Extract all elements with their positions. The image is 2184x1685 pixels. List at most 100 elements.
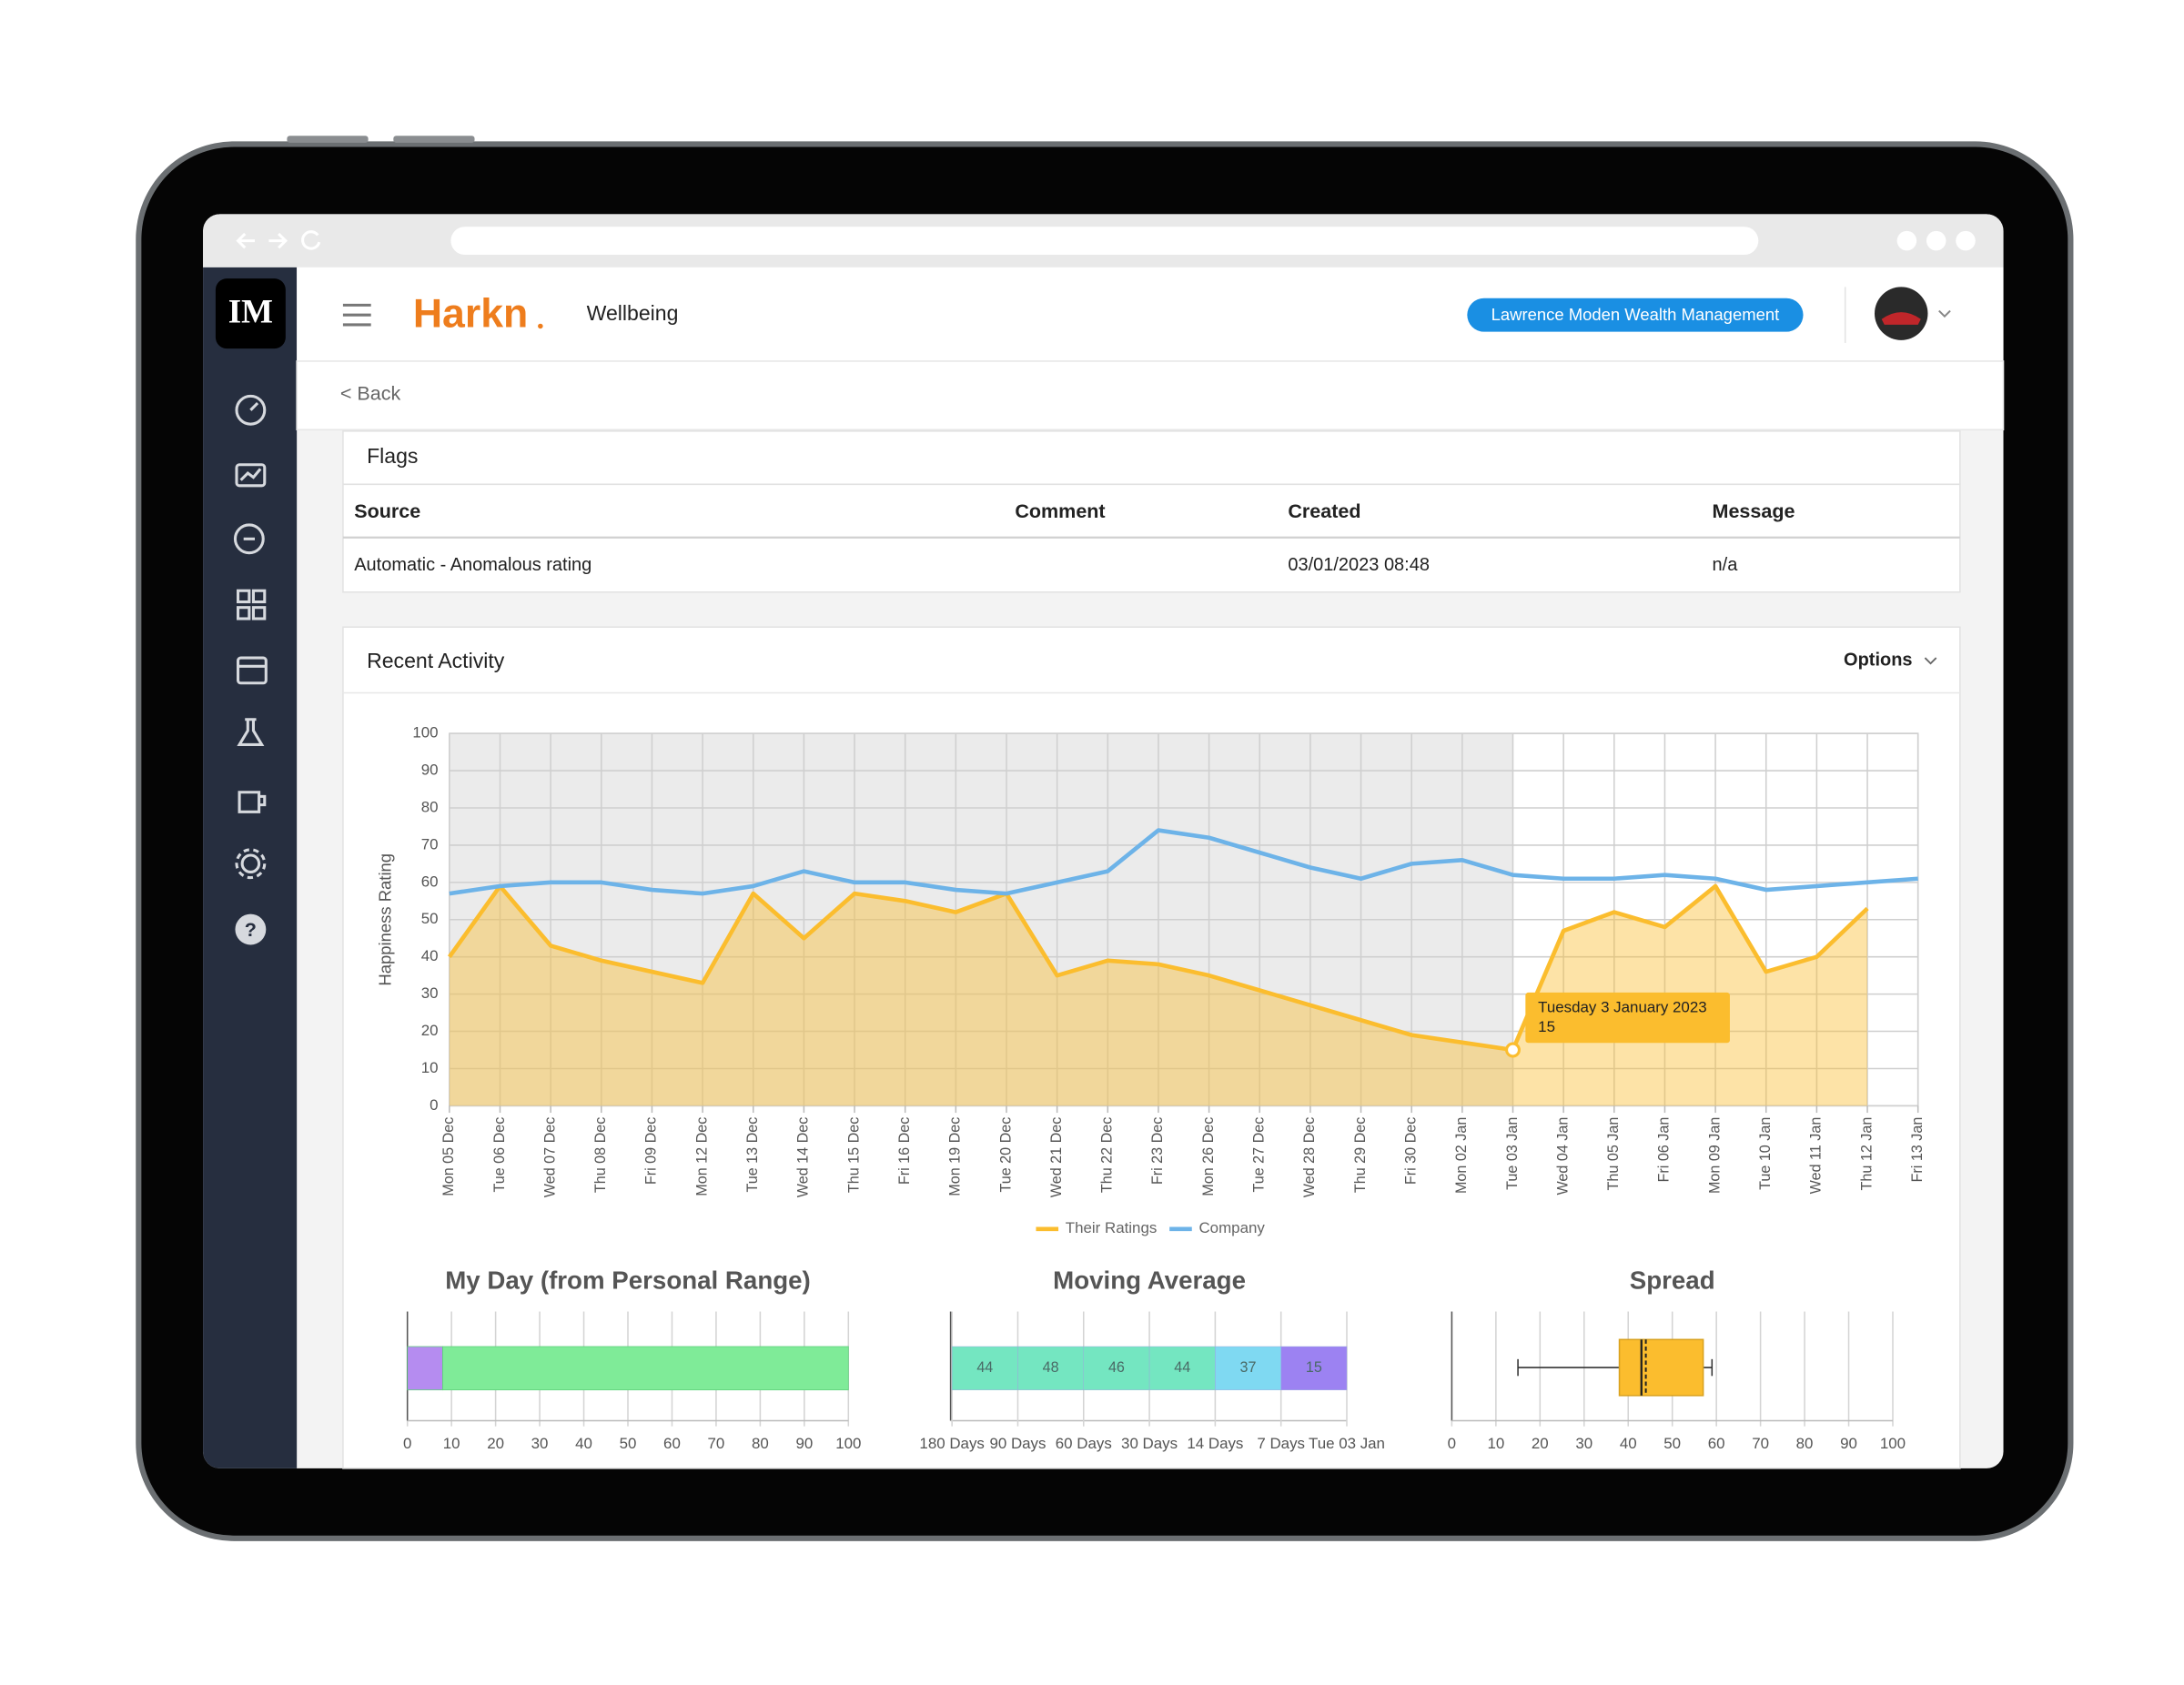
y-tick-label: 70 [421, 835, 439, 853]
y-tick-label: 60 [421, 873, 439, 890]
x-tick-label: Mon 19 Dec [947, 1117, 964, 1196]
bar-segment [407, 1346, 443, 1391]
x-tick-label: 20 [1532, 1435, 1549, 1452]
tooltip [1525, 992, 1730, 1044]
x-tick-label: Mon 05 Dec [440, 1117, 457, 1196]
x-tick-label: 40 [575, 1435, 592, 1452]
y-tick-label: 80 [421, 798, 439, 815]
sidebar-icons[interactable] [233, 394, 268, 880]
x-tick-label: Thu 22 Dec [1099, 1117, 1116, 1193]
data-label: 48 [1043, 1359, 1059, 1376]
x-tick-label: Fri 16 Dec [896, 1117, 913, 1185]
chart-title: Spread [1630, 1266, 1715, 1295]
address-bar[interactable] [450, 227, 1759, 255]
x-tick-label: Mon 02 Jan [1453, 1117, 1470, 1194]
tablet-button [393, 136, 475, 143]
x-tick-label: 70 [708, 1435, 725, 1452]
x-tick-label: 50 [620, 1435, 637, 1452]
x-tick-label: 90 Days [989, 1435, 1046, 1452]
y-tick-label: 20 [421, 1022, 439, 1039]
x-tick-label: 50 [1663, 1435, 1681, 1452]
x-tick-label: 60 Days [1056, 1435, 1112, 1452]
x-tick-label: 10 [1487, 1435, 1504, 1452]
x-tick-label: Thu 29 Dec [1352, 1117, 1369, 1193]
x-tick-label: Thu 12 Jan [1858, 1117, 1875, 1191]
chart-title: Moving Average [1053, 1266, 1246, 1295]
tooltip-value: 15 [1538, 1018, 1555, 1035]
x-tick-label: Tue 10 Jan [1757, 1117, 1774, 1190]
x-tick-label: 0 [1448, 1435, 1456, 1452]
x-tick-label: 100 [1880, 1435, 1906, 1452]
bar-segment [442, 1346, 849, 1391]
window-dot [1896, 230, 1917, 251]
y-tick-label: 40 [421, 947, 439, 964]
logo-box[interactable] [215, 278, 286, 349]
x-tick-label: Tue 20 Dec [997, 1117, 1014, 1193]
x-tick-label: 10 [443, 1435, 460, 1452]
y-tick-label: 0 [430, 1096, 438, 1114]
tablet-button [287, 136, 369, 143]
menu-button[interactable] [342, 303, 371, 327]
help-icon[interactable] [235, 913, 267, 945]
x-tick-label: Tue 13 Dec [744, 1117, 761, 1193]
x-tick-label: Fri 23 Dec [1149, 1117, 1166, 1185]
data-label: 46 [1108, 1359, 1125, 1376]
x-tick-label: 40 [1620, 1435, 1637, 1452]
x-tick-label: 30 [1575, 1435, 1592, 1452]
organisation: Lawrence Moden Wealth Management [1491, 305, 1780, 324]
brand-dot [538, 323, 543, 329]
x-tick-label: Tue 27 Dec [1251, 1117, 1268, 1193]
cell: 03/01/2023 08:48 [1288, 555, 1430, 575]
x-tick-label: Wed 28 Dec [1301, 1117, 1318, 1198]
x-tick-label: 80 [1796, 1435, 1814, 1452]
y-axis-label: Happiness Rating [375, 853, 394, 986]
x-tick-label: 180 Days [919, 1435, 984, 1452]
strip-cell [1017, 1346, 1085, 1390]
x-tick-label: Tue 06 Dec [491, 1117, 508, 1193]
options-button[interactable]: Options [1844, 650, 1913, 670]
series-line [447, 883, 1869, 1053]
data-label: 15 [1306, 1359, 1322, 1376]
x-tick-label: Fri 30 Dec [1402, 1117, 1419, 1185]
y-tick-label: 10 [421, 1059, 439, 1076]
x-tick-label: 70 [1752, 1435, 1769, 1452]
x-tick-label: Thu 05 Jan [1605, 1117, 1622, 1191]
x-tick-label: 7 Days [1257, 1435, 1305, 1452]
x-tick-label: 80 [752, 1435, 769, 1452]
avatar-caret[interactable] [1938, 309, 1951, 318]
back-row [296, 360, 2005, 431]
organisation-pill[interactable] [1467, 298, 1804, 332]
column-header: Comment [1015, 500, 1105, 522]
x-tick-label: Wed 14 Dec [795, 1117, 812, 1198]
series-line [449, 828, 1918, 896]
x-tick-label: Thu 15 Dec [845, 1117, 862, 1193]
x-tick-label: Mon 12 Dec [693, 1117, 710, 1196]
cell: n/a [1713, 555, 1739, 575]
x-tick-label: 14 Days [1187, 1435, 1243, 1452]
brand[interactable]: Harkn [413, 291, 528, 336]
x-tick-label: Wed 11 Jan [1808, 1117, 1825, 1195]
x-tick-label: 90 [1840, 1435, 1857, 1452]
options-caret[interactable] [1924, 657, 1937, 665]
avatar-image [1881, 312, 1921, 325]
tooltip-title: Tuesday 3 January 2023 [1538, 998, 1706, 1015]
highlight-point [1505, 1042, 1521, 1058]
y-tick-label: 30 [421, 984, 439, 1002]
logo: IM [228, 293, 273, 330]
x-tick-label: Wed 21 Dec [1048, 1117, 1065, 1198]
legend-label: Company [1198, 1219, 1265, 1236]
column-header: Source [354, 500, 420, 522]
legend-label: Their Ratings [1066, 1219, 1158, 1236]
back-link[interactable]: < Back [340, 383, 401, 405]
column-header: Created [1288, 500, 1360, 522]
y-tick-label: 50 [421, 910, 439, 927]
window-dot [1926, 230, 1946, 251]
x-tick-label: 60 [1708, 1435, 1725, 1452]
y-tick-label: 100 [412, 724, 438, 742]
browser-nav[interactable] [236, 230, 321, 250]
strip-cell [951, 1346, 1018, 1390]
x-tick-label: Wed 07 Dec [541, 1117, 558, 1198]
